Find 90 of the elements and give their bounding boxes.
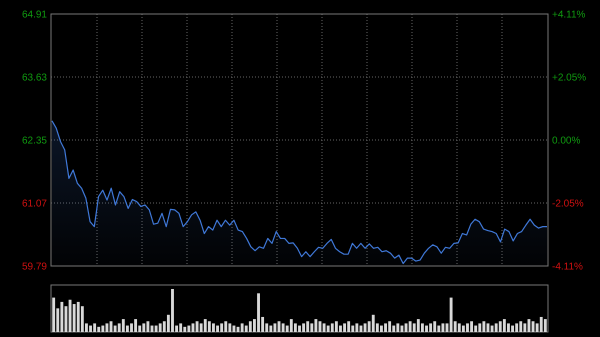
bar xyxy=(248,321,252,332)
bar xyxy=(474,326,478,332)
bar xyxy=(236,326,240,332)
bar xyxy=(105,323,108,332)
bar xyxy=(212,323,215,332)
bar xyxy=(187,326,190,332)
bar xyxy=(220,323,224,332)
bar xyxy=(110,321,112,332)
bar xyxy=(502,319,506,332)
bar xyxy=(257,293,260,332)
bar xyxy=(364,323,366,332)
y-tick-label: 64.91 xyxy=(22,10,48,20)
bar xyxy=(282,323,285,332)
bar xyxy=(420,323,424,332)
bar xyxy=(515,323,518,332)
bar xyxy=(408,321,412,332)
bar xyxy=(179,323,182,332)
bar xyxy=(466,323,469,332)
y2-tick-label: -2.05% xyxy=(552,198,584,210)
bar xyxy=(347,321,350,332)
bar xyxy=(396,323,400,332)
bar xyxy=(482,321,486,332)
bar xyxy=(196,321,198,332)
bar xyxy=(429,323,432,332)
bar xyxy=(314,319,318,332)
bar xyxy=(130,323,133,332)
bar xyxy=(52,298,56,332)
bar xyxy=(200,323,203,332)
bar xyxy=(404,323,408,332)
bar xyxy=(232,326,236,332)
bar xyxy=(355,323,358,332)
bar xyxy=(171,289,174,332)
y-tick-label: 59.79 xyxy=(22,262,48,272)
bar xyxy=(322,323,326,332)
bar xyxy=(343,323,346,332)
bar xyxy=(380,326,383,332)
bar xyxy=(462,326,465,332)
bar xyxy=(68,300,72,332)
bar xyxy=(80,306,84,332)
bar xyxy=(114,326,117,332)
y-tick-label: 63.63 xyxy=(22,72,48,84)
bar xyxy=(334,321,338,332)
bar xyxy=(507,323,510,332)
bar xyxy=(486,323,490,332)
bar xyxy=(523,323,526,332)
bar xyxy=(269,326,272,332)
bar xyxy=(216,326,219,332)
bar xyxy=(511,326,514,332)
bar xyxy=(101,326,104,332)
bar xyxy=(278,321,280,332)
bar xyxy=(298,326,301,332)
bar xyxy=(294,323,297,332)
bar xyxy=(154,326,158,332)
bar xyxy=(208,321,211,332)
bar xyxy=(122,319,125,332)
bar xyxy=(425,326,428,332)
bar xyxy=(318,321,322,332)
bar xyxy=(416,319,420,332)
bar xyxy=(339,326,342,332)
y2-tick-label: +2.05% xyxy=(552,72,586,84)
bar xyxy=(93,323,96,332)
bar xyxy=(400,326,404,332)
bar xyxy=(326,326,330,332)
bar xyxy=(192,323,194,332)
bar xyxy=(89,326,92,332)
bar xyxy=(146,321,150,332)
y-tick-label: 61.07 xyxy=(22,198,48,210)
bar xyxy=(450,298,453,332)
y2-tick-label: -4.11% xyxy=(552,262,584,272)
y-tick-label: 62.35 xyxy=(22,136,48,146)
bar xyxy=(544,319,547,332)
bar xyxy=(360,326,362,332)
bar xyxy=(60,302,64,332)
bar xyxy=(470,321,474,332)
y2-tick-label: +4.11% xyxy=(552,10,586,20)
bar xyxy=(490,326,494,332)
bar xyxy=(441,323,444,332)
bar xyxy=(384,323,387,332)
bar xyxy=(532,321,534,332)
bar xyxy=(240,323,244,332)
bar xyxy=(388,321,392,332)
bar xyxy=(302,323,306,332)
y2-tick-label: 0.00% xyxy=(552,136,580,146)
bar xyxy=(228,323,232,332)
bar xyxy=(494,323,498,332)
bar xyxy=(134,319,138,332)
bar xyxy=(528,319,530,332)
bar xyxy=(72,304,76,332)
bar xyxy=(150,326,154,332)
bar xyxy=(273,323,276,332)
